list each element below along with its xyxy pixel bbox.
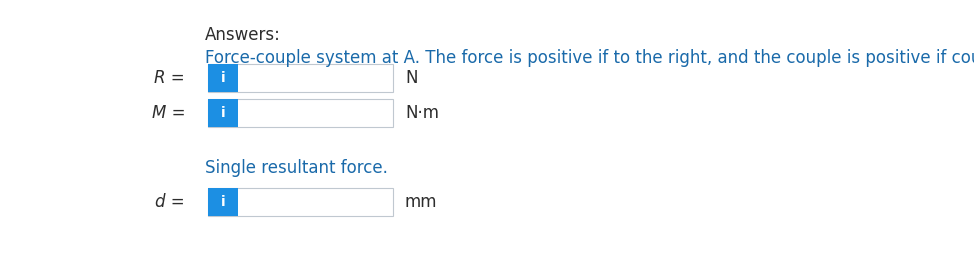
Text: Answers:: Answers: xyxy=(205,26,281,44)
Text: Force-couple system at A. The force is positive if to the right, and the couple : Force-couple system at A. The force is p… xyxy=(205,49,974,67)
Text: N·m: N·m xyxy=(405,104,439,122)
Text: d =: d = xyxy=(156,193,185,211)
Text: mm: mm xyxy=(405,193,437,211)
Text: i: i xyxy=(221,106,225,120)
FancyBboxPatch shape xyxy=(208,99,393,127)
Text: R =: R = xyxy=(154,69,185,87)
Text: i: i xyxy=(221,195,225,209)
Text: i: i xyxy=(221,71,225,85)
FancyBboxPatch shape xyxy=(208,99,238,127)
Text: M =: M = xyxy=(152,104,185,122)
FancyBboxPatch shape xyxy=(208,64,238,92)
Text: Single resultant force.: Single resultant force. xyxy=(205,159,388,177)
FancyBboxPatch shape xyxy=(208,188,393,216)
FancyBboxPatch shape xyxy=(208,64,393,92)
FancyBboxPatch shape xyxy=(208,188,238,216)
Text: N: N xyxy=(405,69,418,87)
